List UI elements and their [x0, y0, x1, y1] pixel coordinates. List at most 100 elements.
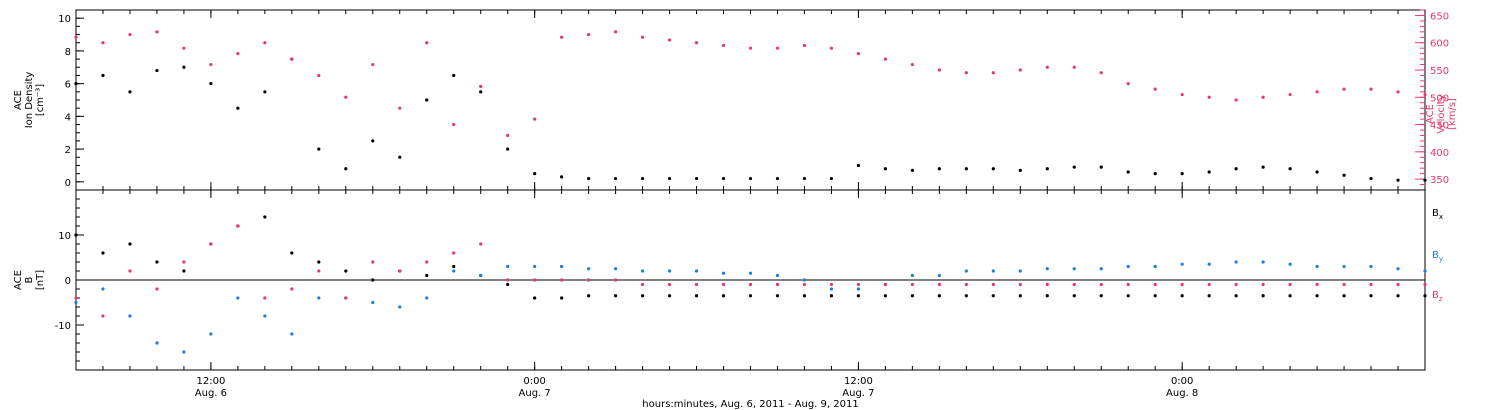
- y-axis-title-velocity-line: [km/s]: [1447, 98, 1458, 130]
- bfield-point: [856, 282, 861, 287]
- velocity-point: [883, 57, 888, 61]
- legend-label-y: By: [1432, 250, 1443, 263]
- density-point: [1018, 168, 1022, 172]
- bfield-series-2: [74, 224, 1427, 318]
- bfield-point: [964, 282, 968, 287]
- velocity-point: [425, 41, 429, 45]
- y-tick-label-bottom: -10: [55, 321, 71, 332]
- bfield-point: [1153, 264, 1157, 269]
- density-point: [748, 176, 753, 181]
- density-series-0: [74, 57, 1427, 182]
- bfield-point: [128, 269, 132, 273]
- bfield-point: [587, 294, 591, 298]
- density-point: [964, 167, 968, 171]
- bfield-point: [1072, 294, 1076, 298]
- bfield-point: [1018, 294, 1022, 298]
- bfield-point: [128, 242, 132, 246]
- density-point: [667, 176, 672, 181]
- bfield-point: [317, 296, 321, 300]
- bfield-point: [1396, 282, 1400, 287]
- bfield-point: [1369, 294, 1373, 298]
- bfield-point: [263, 296, 267, 300]
- density-point: [1369, 176, 1373, 181]
- velocity-point: [748, 46, 753, 50]
- bfield-point: [371, 300, 375, 305]
- velocity-point: [344, 95, 348, 99]
- bfield-point: [128, 314, 132, 318]
- density-point: [101, 73, 105, 78]
- bfield-point: [182, 260, 186, 264]
- bfield-point: [856, 287, 861, 291]
- bfield-point: [1099, 282, 1103, 287]
- velocity-point: [101, 41, 105, 45]
- bfield-point: [1342, 264, 1346, 269]
- bfield-point: [1207, 294, 1211, 298]
- bfield-point: [667, 282, 672, 287]
- velocity-point: [829, 46, 834, 50]
- velocity-point: [1423, 92, 1427, 97]
- bfield-point: [398, 269, 402, 273]
- y-axis-title-b: ACE B [nT]: [13, 270, 46, 290]
- legend-subscript: z: [1439, 295, 1443, 303]
- bfield-point: [1315, 294, 1319, 298]
- velocity-series-1: [74, 30, 1427, 138]
- bfield-point: [1153, 294, 1157, 298]
- bfield-point: [1126, 294, 1130, 298]
- bfield-point: [1261, 294, 1265, 298]
- bfield-point: [910, 273, 914, 278]
- bfield-point: [1072, 267, 1076, 271]
- legend-main: B: [1432, 208, 1439, 219]
- x-axis-title: hours:minutes, Aug. 6, 2011 - Aug. 9, 20…: [642, 399, 858, 410]
- bfield-point: [1315, 282, 1319, 287]
- y-axis-title-b-line: ACE: [13, 270, 24, 290]
- bfield-point: [74, 300, 78, 305]
- legend-main: B: [1432, 290, 1439, 301]
- y-axis-title-density-line: ACE: [13, 90, 24, 110]
- bfield-point: [398, 305, 402, 309]
- density-point: [1261, 165, 1265, 169]
- bfield-point: [1423, 294, 1427, 298]
- velocity-point: [1396, 90, 1400, 94]
- y-axis-title-velocity-line: Velocity: [1436, 94, 1447, 133]
- bfield-point: [506, 278, 510, 282]
- bfield-point: [290, 251, 294, 255]
- bfield-point: [1423, 269, 1427, 273]
- velocity-point: [128, 32, 132, 37]
- velocity-point: [910, 62, 914, 67]
- velocity-point: [236, 52, 240, 56]
- bfield-point: [101, 251, 105, 255]
- density-point: [1153, 172, 1157, 176]
- bfield-point: [1234, 260, 1238, 264]
- velocity-point: [667, 38, 672, 42]
- velocity-point: [533, 117, 537, 121]
- legend-subscript: x: [1439, 213, 1443, 221]
- bfield-point: [560, 278, 564, 282]
- bfield-point: [694, 269, 699, 273]
- legend-label-z: Bz: [1432, 290, 1443, 303]
- bfield-point: [1207, 262, 1211, 266]
- bfield-point: [1072, 282, 1076, 287]
- density-point: [694, 176, 699, 181]
- legend-subscript: y: [1439, 255, 1443, 263]
- bfield-point: [964, 294, 968, 298]
- bfield-point: [209, 242, 213, 246]
- bfield-point: [856, 294, 861, 298]
- bfield-point: [829, 294, 834, 298]
- legend-label-x: Bx: [1432, 208, 1443, 221]
- velocity-point: [398, 106, 402, 110]
- density-point: [317, 147, 321, 151]
- bfield-point: [910, 294, 914, 298]
- bfield-point: [1396, 267, 1400, 271]
- density-point: [533, 172, 537, 176]
- bfield-point: [991, 269, 995, 273]
- density-point: [883, 167, 888, 171]
- bfield-point: [829, 282, 834, 287]
- bfield-point: [1045, 282, 1049, 287]
- velocity-point: [182, 46, 186, 50]
- bfield-point: [721, 294, 726, 298]
- density-point: [1045, 167, 1049, 171]
- bfield-point: [74, 233, 78, 237]
- velocity-point: [1153, 87, 1157, 91]
- density-point: [1099, 165, 1103, 169]
